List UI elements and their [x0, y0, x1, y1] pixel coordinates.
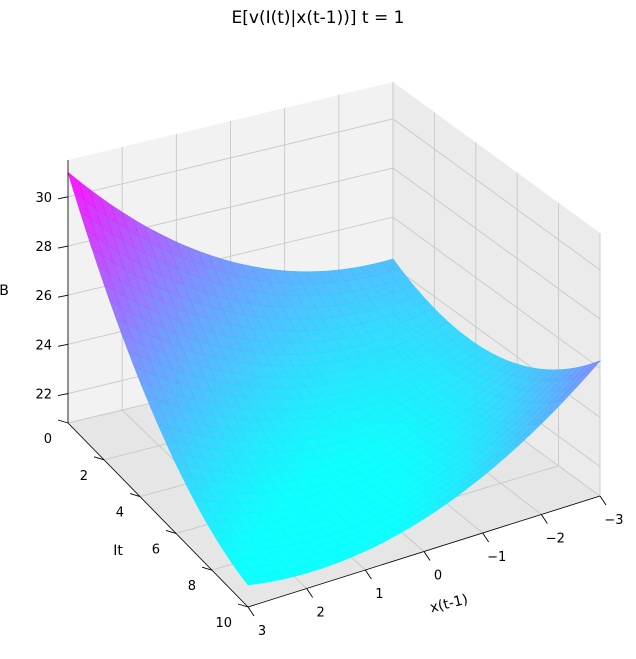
x-tick: [599, 495, 607, 506]
x-tick-label: 2: [317, 606, 325, 621]
y-tick: [129, 493, 141, 498]
y-tick: [237, 603, 249, 608]
z-axis-title: B: [0, 283, 9, 299]
z-tick-label: 24: [35, 338, 52, 353]
z-tick-label: 28: [35, 240, 52, 255]
x-tick-label: 0: [434, 569, 442, 584]
z-tick: [57, 196, 69, 200]
x-tick: [364, 569, 372, 580]
grid-z-right: [392, 118, 601, 271]
z-tick-label: 26: [35, 289, 52, 304]
y-tick: [165, 529, 177, 534]
grid-z-right: [392, 167, 601, 320]
x-axis-line: [247, 495, 601, 608]
surface-patch: [241, 575, 261, 586]
x-tick: [482, 532, 490, 543]
y-tick-label: 8: [188, 579, 196, 594]
y-tick-label: 2: [80, 469, 88, 484]
z-tick-label: 22: [35, 388, 52, 403]
y-tick-label: 6: [152, 542, 160, 557]
chart-title: E[v(I(t)|x(t-1))] t = 1: [231, 8, 405, 28]
x-tick-label: 1: [375, 587, 383, 602]
x-tick: [306, 588, 314, 598]
y-tick-label: 4: [116, 506, 124, 521]
z-tick: [57, 343, 69, 347]
grid-z-back: [67, 118, 394, 198]
y-tick: [93, 456, 105, 461]
x-tick-label: 3: [258, 624, 266, 639]
y-axis-line: [67, 422, 249, 608]
x-axis-title: x(t-1): [428, 592, 469, 617]
y-axis-title: It: [113, 543, 123, 559]
x-tick-label: −3: [604, 513, 623, 528]
y-tick-label: 0: [44, 432, 52, 447]
x-tick: [423, 551, 431, 561]
z-tick: [57, 245, 69, 249]
z-tick-label: 30: [35, 191, 52, 206]
z-tick: [57, 393, 69, 396]
x-tick: [247, 606, 255, 617]
z-tick: [57, 294, 69, 298]
surface-mesh: [67, 171, 601, 586]
grid-z-right: [392, 216, 601, 369]
x-tick-label: −1: [487, 550, 506, 565]
x-tick-label: −2: [546, 532, 565, 547]
y-tick-label: 10: [215, 616, 232, 631]
x-tick: [540, 514, 548, 524]
y-tick: [201, 566, 213, 571]
y-tick: [57, 419, 69, 424]
